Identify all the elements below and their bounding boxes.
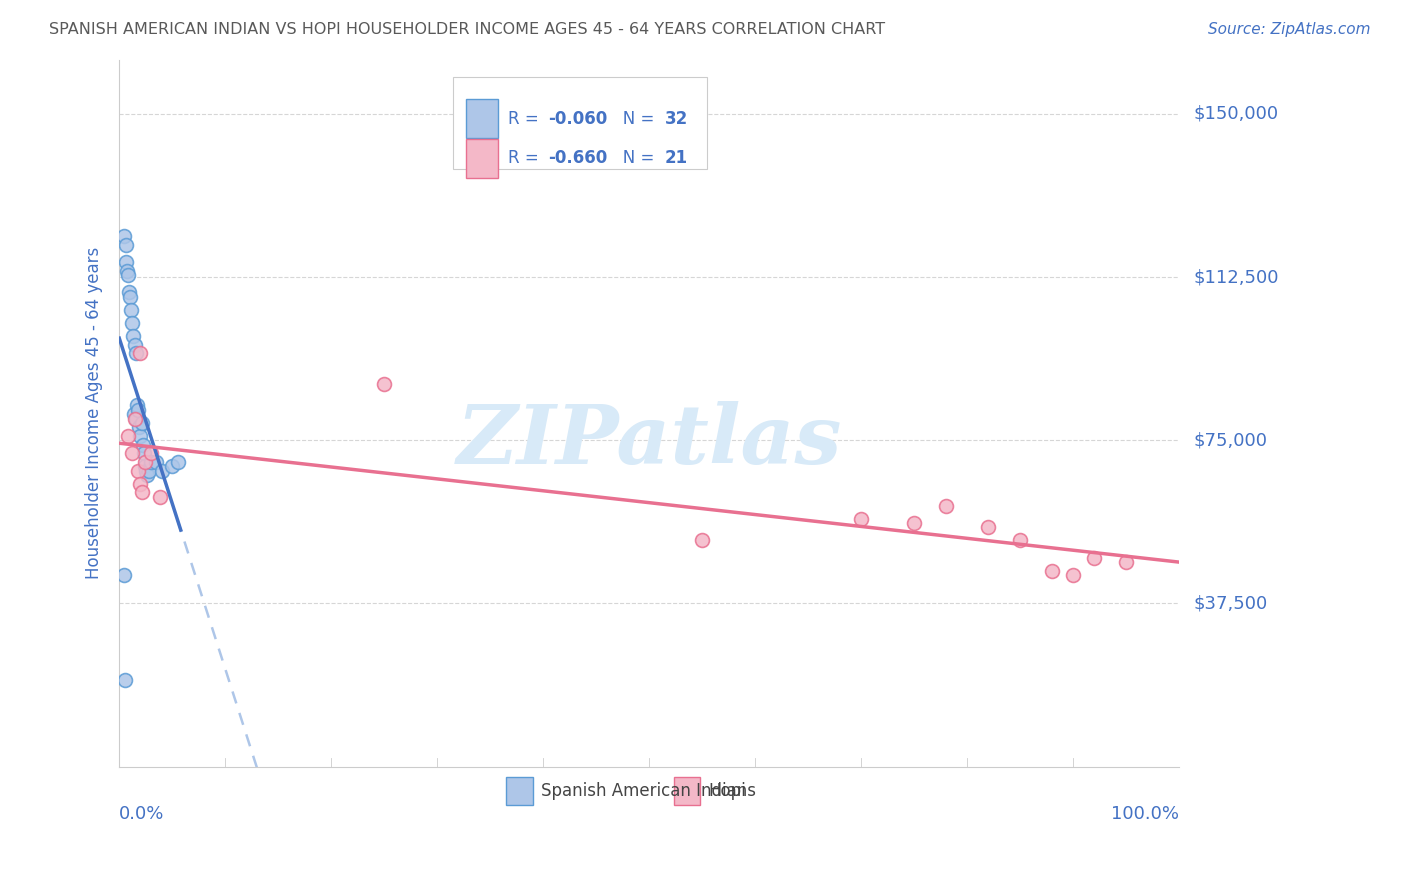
Point	[129, 476, 152, 491]
Point	[1010, 533, 1032, 548]
Point	[1040, 564, 1063, 578]
Text: N =: N =	[607, 149, 659, 167]
FancyBboxPatch shape	[506, 777, 533, 805]
Point	[115, 263, 138, 277]
Point	[122, 329, 145, 343]
FancyBboxPatch shape	[465, 139, 498, 178]
Point	[132, 446, 155, 460]
Point	[114, 237, 136, 252]
Point	[125, 411, 148, 425]
Point	[117, 268, 139, 282]
Text: R =: R =	[508, 149, 544, 167]
Point	[162, 459, 184, 474]
Point	[120, 302, 142, 317]
Text: -0.660: -0.660	[548, 149, 607, 167]
FancyBboxPatch shape	[453, 78, 707, 169]
Point	[118, 285, 141, 300]
FancyBboxPatch shape	[673, 777, 700, 805]
Point	[129, 429, 152, 443]
Point	[125, 346, 148, 360]
Point	[849, 511, 872, 525]
Text: R =: R =	[508, 110, 544, 128]
Point	[134, 459, 156, 474]
Text: SPANISH AMERICAN INDIAN VS HOPI HOUSEHOLDER INCOME AGES 45 - 64 YEARS CORRELATIO: SPANISH AMERICAN INDIAN VS HOPI HOUSEHOL…	[49, 22, 886, 37]
Point	[117, 429, 139, 443]
Point	[129, 346, 152, 360]
Point	[124, 411, 146, 425]
Text: $75,000: $75,000	[1194, 432, 1267, 450]
FancyBboxPatch shape	[465, 99, 498, 138]
Point	[127, 464, 149, 478]
Point	[135, 464, 157, 478]
Point	[139, 455, 162, 469]
Point	[131, 485, 153, 500]
Y-axis label: Householder Income Ages 45 - 64 years: Householder Income Ages 45 - 64 years	[86, 247, 103, 579]
Point	[112, 228, 135, 243]
Point	[114, 255, 136, 269]
Text: Hopi: Hopi	[709, 782, 747, 800]
Text: Spanish American Indians: Spanish American Indians	[541, 782, 756, 800]
Point	[148, 490, 170, 504]
Text: N =: N =	[607, 110, 659, 128]
Point	[373, 376, 395, 391]
Point	[127, 402, 149, 417]
Point	[128, 420, 150, 434]
Point	[145, 455, 167, 469]
Point	[150, 464, 173, 478]
Point	[114, 673, 136, 687]
Point	[131, 416, 153, 430]
Point	[121, 316, 143, 330]
Text: ZIPatlas: ZIPatlas	[457, 401, 842, 482]
Point	[135, 468, 157, 483]
Point	[903, 516, 925, 530]
Point	[977, 520, 1000, 534]
Point	[166, 455, 188, 469]
Point	[690, 533, 713, 548]
Point	[134, 455, 156, 469]
Text: -0.060: -0.060	[548, 110, 607, 128]
Point	[1062, 568, 1084, 582]
Point	[935, 499, 957, 513]
Text: 21: 21	[665, 149, 688, 167]
Text: 32: 32	[665, 110, 689, 128]
Point	[124, 337, 146, 351]
Text: Source: ZipAtlas.com: Source: ZipAtlas.com	[1208, 22, 1371, 37]
Point	[1083, 550, 1105, 565]
Text: 100.0%: 100.0%	[1111, 805, 1180, 823]
Point	[118, 290, 141, 304]
Point	[127, 399, 149, 413]
Point	[122, 407, 145, 421]
Point	[112, 568, 135, 582]
Text: $150,000: $150,000	[1194, 105, 1278, 123]
Point	[139, 446, 162, 460]
Point	[131, 437, 153, 451]
Point	[138, 464, 160, 478]
Text: $37,500: $37,500	[1194, 594, 1267, 613]
Point	[121, 446, 143, 460]
Point	[1115, 555, 1137, 569]
Text: $112,500: $112,500	[1194, 268, 1278, 286]
Text: 0.0%: 0.0%	[120, 805, 165, 823]
